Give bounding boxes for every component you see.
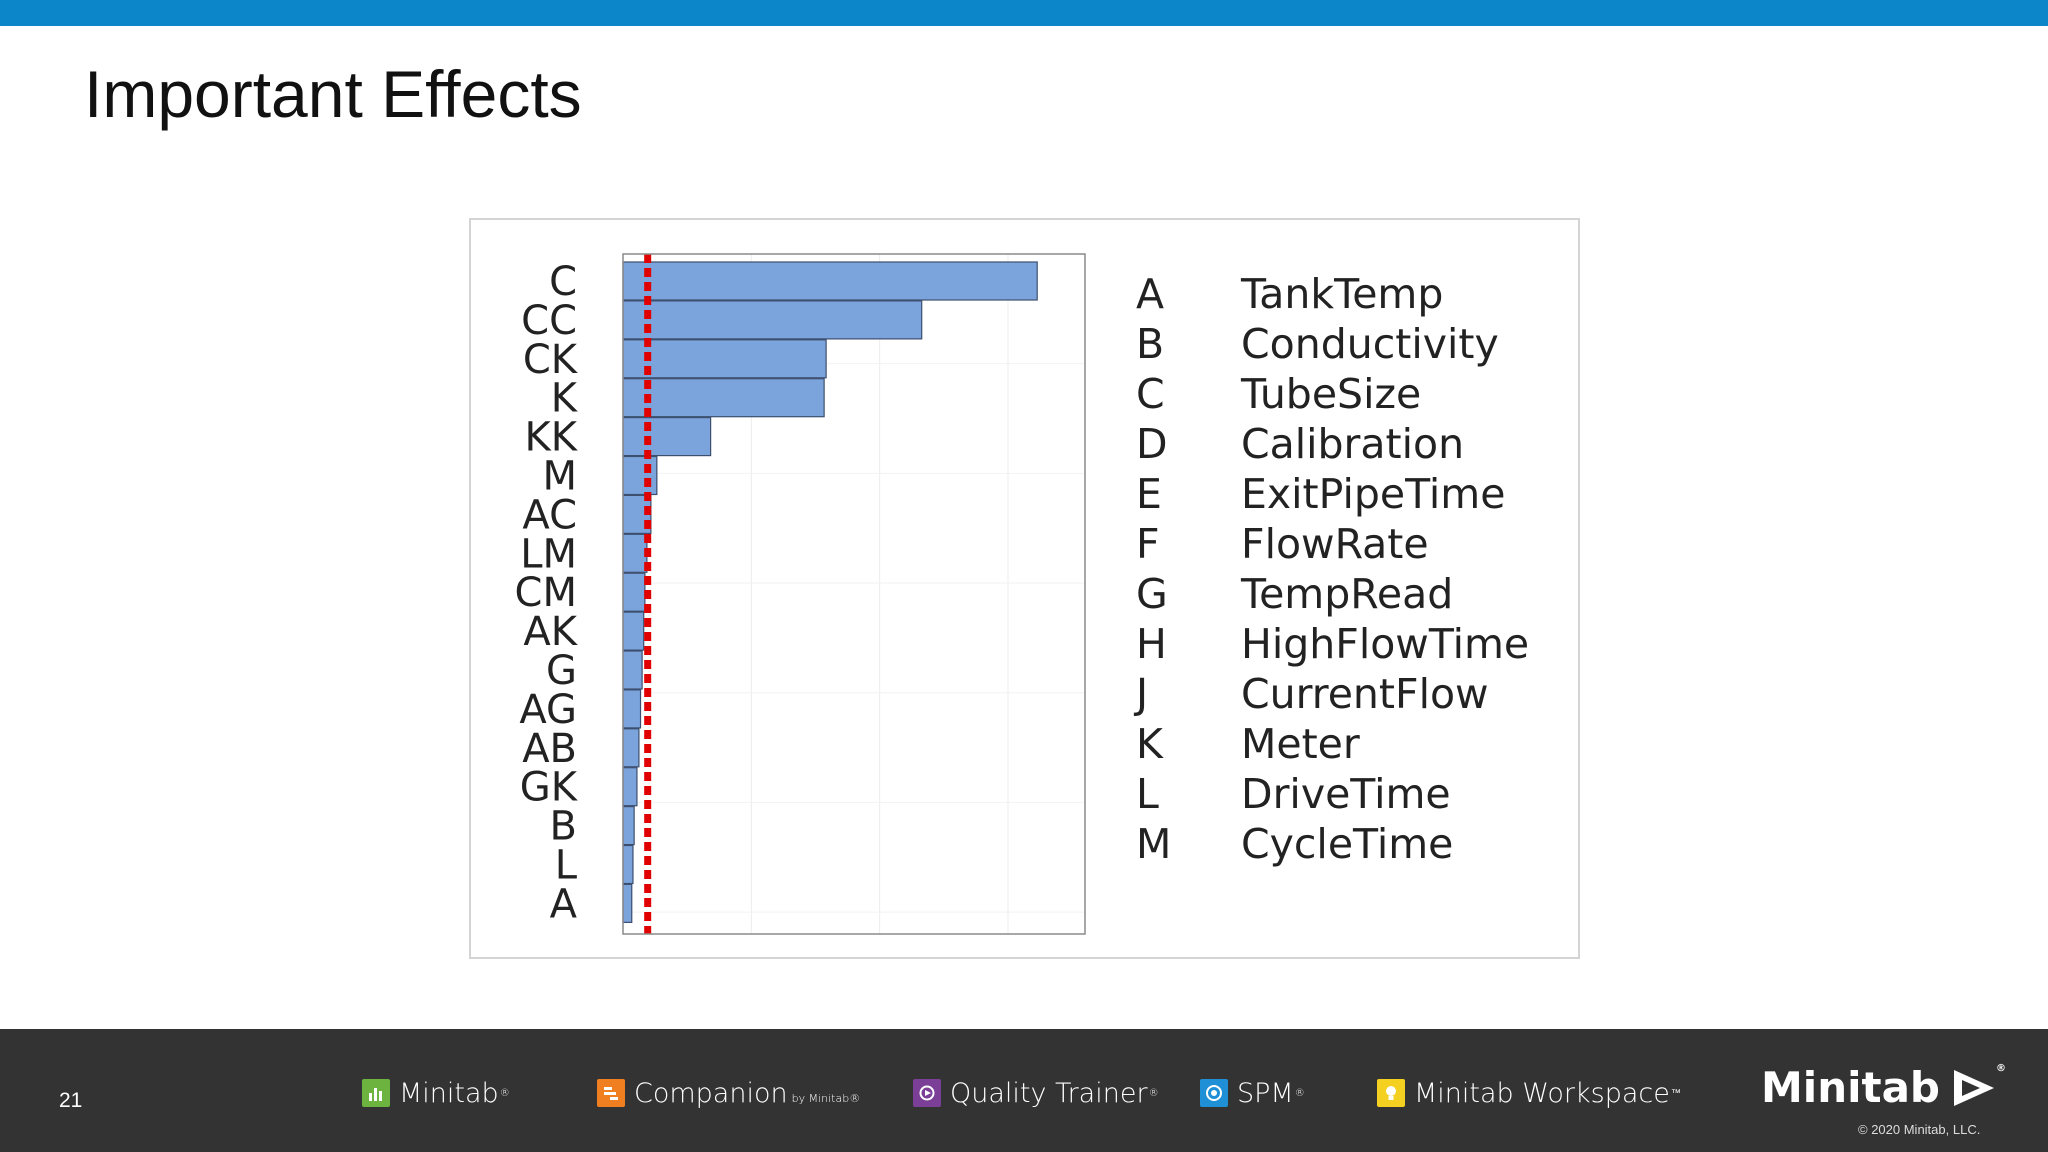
legend-name: TempRead <box>1241 570 1454 618</box>
play-icon <box>913 1079 941 1107</box>
registered-mark: ® <box>499 1087 510 1099</box>
top-accent-bar <box>0 0 2048 26</box>
registered-mark: ® <box>1148 1087 1159 1099</box>
product-name: Quality Trainer <box>950 1077 1148 1109</box>
y-tick-label: AC <box>522 492 577 538</box>
legend-key: M <box>1136 820 1172 868</box>
page-number: 21 <box>59 1089 83 1112</box>
y-tick-label: K <box>551 376 579 422</box>
y-tick-label: M <box>542 454 577 500</box>
legend-key: E <box>1136 470 1162 518</box>
legend-key: C <box>1136 370 1165 418</box>
y-tick-label: G <box>546 648 577 694</box>
plot-frame <box>622 253 1086 935</box>
bulb-icon <box>1377 1079 1405 1107</box>
bar <box>622 455 658 496</box>
bar <box>622 728 640 768</box>
legend-name: CycleTime <box>1241 820 1454 868</box>
copyright-text: © 2020 Minitab, LLC. <box>1858 1122 1981 1137</box>
bar <box>622 533 648 573</box>
legend-name: Calibration <box>1241 420 1465 468</box>
spiral-icon <box>1200 1079 1228 1107</box>
registered-mark: ® <box>1294 1087 1305 1099</box>
bar <box>622 844 634 885</box>
legend-key: F <box>1136 520 1160 568</box>
footer-bar: 21 Minitab ® Companion by Minitab® Quality… <box>0 1029 2048 1152</box>
legend-name: TubeSize <box>1241 370 1422 418</box>
product-name: Minitab Workspace <box>1414 1077 1670 1109</box>
product-spm[interactable]: SPM ® <box>1200 1075 1305 1111</box>
legend-name: ExitPipeTime <box>1241 470 1506 518</box>
y-tick-label: C <box>549 259 577 305</box>
bar <box>622 417 712 457</box>
bar <box>622 611 645 651</box>
legend-key: D <box>1136 420 1168 468</box>
slide-title: Important Effects <box>84 57 582 131</box>
companion-icon <box>597 1079 625 1107</box>
y-tick-label: CK <box>523 337 579 383</box>
brand-name: Minitab <box>1761 1063 1940 1112</box>
legend-name: Meter <box>1241 720 1360 768</box>
legend-name: TankTemp <box>1241 270 1444 318</box>
bar-chart-icon <box>362 1079 390 1107</box>
y-tick-label: AK <box>523 609 578 655</box>
trademark-mark: ™ <box>1670 1087 1681 1099</box>
y-tick-label: AB <box>522 726 577 772</box>
registered-mark: ® <box>1995 1063 2006 1074</box>
y-tick-label: L <box>555 843 578 889</box>
legend-key: J <box>1136 670 1149 718</box>
product-companion[interactable]: Companion by Minitab® <box>597 1075 860 1111</box>
product-quality-trainer[interactable]: Quality Trainer ® <box>913 1075 1159 1111</box>
bar <box>622 650 643 690</box>
y-tick-label: A <box>550 881 578 927</box>
bar <box>622 339 827 379</box>
product-name: Companion <box>634 1077 788 1109</box>
legend-key: B <box>1136 320 1165 368</box>
product-minitab[interactable]: Minitab ® <box>362 1075 510 1111</box>
bar <box>622 689 642 729</box>
minitab-logo: Minitab ® <box>1761 1063 2006 1112</box>
legend-key: A <box>1136 270 1165 318</box>
y-tick-label: B <box>550 804 577 850</box>
bar <box>622 300 923 340</box>
y-tick-label: GK <box>520 765 579 811</box>
legend-key: L <box>1136 770 1159 818</box>
bar <box>622 378 825 418</box>
bar <box>622 261 1038 301</box>
product-minitab-workspace[interactable]: Minitab Workspace ™ <box>1377 1075 1681 1111</box>
legend-name: DriveTime <box>1241 770 1451 818</box>
bar <box>622 572 646 612</box>
legend-name: CurrentFlow <box>1241 670 1489 718</box>
bar <box>622 767 638 807</box>
y-tick-label: KK <box>525 415 579 461</box>
legend-key: G <box>1136 570 1168 618</box>
y-tick-label: CC <box>521 298 577 344</box>
legend-key: K <box>1136 720 1163 768</box>
bar <box>622 805 635 846</box>
product-name: Minitab <box>399 1077 499 1109</box>
legend-name: FlowRate <box>1241 520 1429 568</box>
y-tick-label: LM <box>520 531 577 577</box>
legend-key: H <box>1136 620 1167 668</box>
minitab-arrow-icon <box>1952 1068 1996 1108</box>
y-tick-label: AG <box>519 687 577 733</box>
legend-name: HighFlowTime <box>1241 620 1530 668</box>
product-name: SPM <box>1237 1077 1294 1109</box>
y-tick-label: CM <box>515 570 577 616</box>
product-subtitle: by Minitab® <box>791 1092 861 1105</box>
legend-name: Conductivity <box>1241 320 1499 368</box>
bar <box>622 883 633 924</box>
